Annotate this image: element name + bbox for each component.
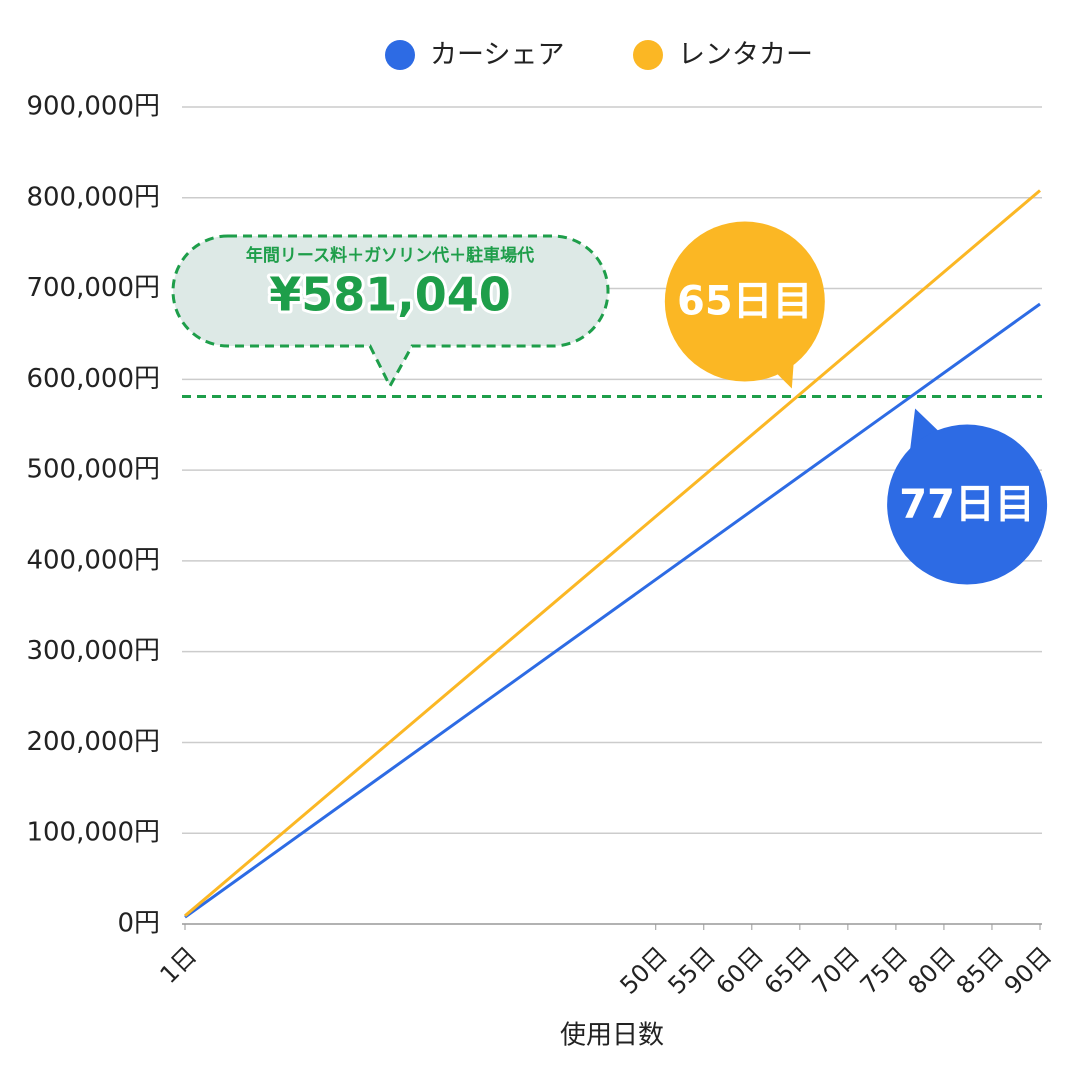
x-tick-label: 60日 — [711, 941, 769, 999]
callout-caption: 年間リース料＋ガソリン代＋駐車場代 — [246, 245, 534, 266]
y-tick-label: 900,000円 — [26, 92, 160, 122]
x-tick-label: 50日 — [615, 941, 673, 999]
y-tick-label: 200,000円 — [26, 727, 160, 757]
x-tick-label: 55日 — [663, 941, 721, 999]
legend: カーシェア レンタカー — [385, 40, 813, 71]
callout-value: ¥581,040 — [269, 268, 511, 322]
legend-label: カーシェア — [430, 40, 564, 71]
callout-box — [171, 234, 610, 390]
x-tick-label: 85日 — [951, 941, 1009, 999]
x-tick-label: 1日 — [155, 941, 203, 989]
x-tick-label: 70日 — [807, 941, 865, 999]
bubble — [887, 424, 1048, 585]
legend-label: レンタカー — [678, 40, 813, 71]
x-tick-label: 75日 — [855, 941, 913, 999]
y-tick-label: 600,000円 — [26, 364, 160, 394]
y-tick-label: 0円 — [117, 909, 160, 939]
bubble — [664, 221, 825, 382]
y-tick-label: 500,000円 — [26, 455, 160, 485]
bubble-label: 65日目 — [677, 279, 813, 325]
x-axis-label: 使用日数 — [560, 1021, 664, 1051]
y-tick-label: 100,000円 — [26, 818, 160, 848]
series-line — [184, 189, 1041, 917]
y-tick-label: 300,000円 — [26, 636, 160, 666]
bubble-label: 77日目 — [899, 482, 1035, 528]
legend-marker — [633, 40, 663, 70]
y-tick-label: 700,000円 — [26, 273, 160, 303]
legend-marker — [385, 40, 415, 70]
x-tick-label: 90日 — [999, 941, 1057, 999]
y-tick-label: 800,000円 — [26, 182, 160, 212]
y-tick-label: 400,000円 — [26, 545, 160, 575]
series-line — [184, 302, 1041, 919]
x-tick-label: 80日 — [903, 941, 961, 999]
x-tick-label: 65日 — [759, 941, 817, 999]
